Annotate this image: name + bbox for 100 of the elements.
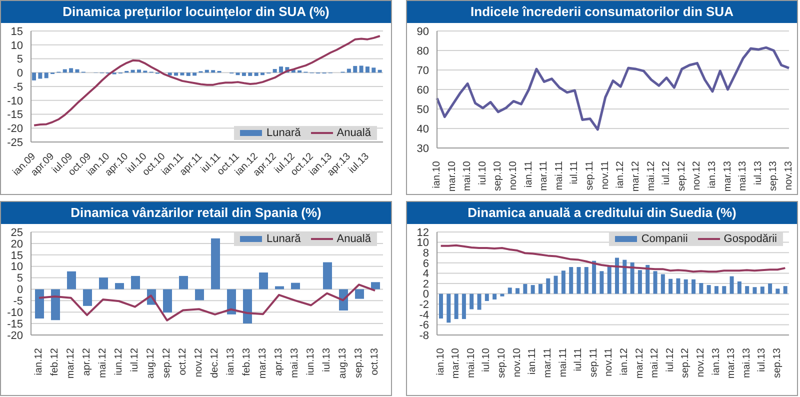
bar: [699, 282, 704, 294]
legend-label: Anuală: [336, 232, 371, 246]
bar: [630, 262, 634, 294]
bar: [745, 286, 750, 294]
x-tick-label: sep.13: [768, 160, 780, 192]
x-tick-label: iul.13: [756, 348, 768, 372]
y-tick-label: -8: [419, 330, 429, 342]
bar: [99, 278, 108, 290]
bar: [538, 284, 542, 294]
bar: [783, 286, 788, 294]
bar: [51, 289, 60, 320]
bar: [462, 294, 466, 320]
bar: [546, 278, 550, 294]
bar: [523, 284, 528, 294]
y-tick-label: -5: [13, 296, 23, 308]
bar: [180, 72, 184, 76]
bar: [291, 282, 300, 290]
y-tick-label: -20: [7, 330, 23, 342]
bar: [592, 260, 596, 294]
bar: [192, 72, 197, 76]
legend-label: Anuală: [336, 126, 371, 140]
x-tick-label: mai.13: [738, 160, 749, 192]
y-tick-label: 8: [422, 248, 429, 260]
y-tick-label: 6: [422, 258, 429, 270]
bar: [211, 238, 220, 290]
x-tick-label: ian.10: [435, 348, 446, 376]
bar: [195, 289, 204, 300]
x-tick-label: mar.12: [634, 348, 646, 379]
x-tick-label: oct.12: [178, 348, 188, 376]
bar: [136, 70, 141, 73]
x-tick-label: sep.13: [772, 348, 784, 378]
bar: [32, 72, 36, 80]
chart-title: Dinamica vânzărilor retail din Spania (%): [1, 202, 391, 224]
x-tick-label: nov.11: [604, 348, 615, 377]
x-tick-label: ian.11: [523, 160, 534, 188]
y-tick-label: 2: [422, 278, 429, 290]
x-tick-label: mar.11: [542, 348, 554, 378]
bar: [584, 267, 588, 294]
bar: [446, 294, 451, 323]
bar: [115, 283, 124, 290]
bar: [44, 72, 48, 78]
bar: [653, 271, 658, 294]
x-tick-label: mar.10: [446, 160, 458, 192]
bar: [359, 66, 364, 73]
x-tick-label: iul.10: [481, 348, 492, 372]
bar: [371, 282, 380, 290]
bar: [676, 278, 680, 294]
x-tick-label: ian.11: [527, 348, 538, 375]
bar: [622, 260, 627, 294]
bar: [69, 68, 74, 73]
bar: [254, 72, 258, 76]
x-tick-label: ian.13: [706, 160, 718, 188]
x-tick-label: iun.13: [306, 348, 316, 376]
bar: [776, 288, 780, 294]
bar: [484, 294, 489, 302]
bar: [554, 276, 558, 294]
legend-label: Companii: [641, 232, 688, 246]
y-tick-label: 10: [416, 237, 429, 250]
x-tick-label: mai.13: [741, 348, 752, 378]
y-tick-label: -15: [7, 318, 23, 330]
bar: [168, 72, 172, 76]
bar: [638, 270, 642, 294]
legend-label: Lunară: [266, 232, 301, 246]
x-tick-label: iul.11: [569, 160, 580, 184]
x-tick-label: mai.10: [466, 348, 477, 378]
bar: [692, 279, 696, 294]
y-tick-label: 60: [416, 84, 429, 96]
x-tick-label: sep.10: [496, 348, 508, 378]
y-tick-label: -15: [7, 109, 23, 122]
x-tick-label: nov.10: [512, 348, 523, 378]
y-tick-label: 5: [16, 54, 23, 66]
x-tick-label: iul.12: [664, 348, 676, 372]
x-tick-label: mai.11: [558, 348, 569, 378]
x-tick-label: ian.10: [432, 160, 442, 188]
bar: [569, 267, 574, 294]
x-tick-label: dec.12: [210, 348, 220, 378]
y-tick-label: -2: [419, 299, 429, 312]
y-tick-label: 0: [16, 68, 23, 80]
bar: [35, 289, 44, 319]
x-tick-label: nov.12: [692, 160, 703, 190]
x-tick-label: sep.13: [354, 348, 364, 378]
y-tick-label: -10: [7, 95, 23, 108]
bar: [492, 294, 497, 300]
x-tick-label: iul.12: [130, 348, 140, 372]
bar: [227, 289, 236, 314]
y-tick-label: 5: [16, 272, 23, 285]
y-tick-label: -5: [13, 81, 23, 94]
y-tick-label: 90: [416, 26, 429, 38]
x-tick-label: feb.13: [242, 348, 252, 376]
legend-label: Lunară: [266, 126, 301, 140]
bar: [62, 69, 67, 73]
x-tick-label: sep.12: [162, 348, 172, 378]
y-tick-label: -6: [419, 320, 429, 332]
x-tick-label: sep.12: [676, 160, 688, 192]
bar: [130, 70, 135, 73]
x-tick-label: feb.12: [50, 348, 60, 376]
x-tick-label: mai.13: [290, 348, 300, 378]
bar: [186, 72, 190, 76]
y-tick-label: -20: [7, 123, 23, 136]
x-tick-label: ian.13: [226, 348, 236, 376]
